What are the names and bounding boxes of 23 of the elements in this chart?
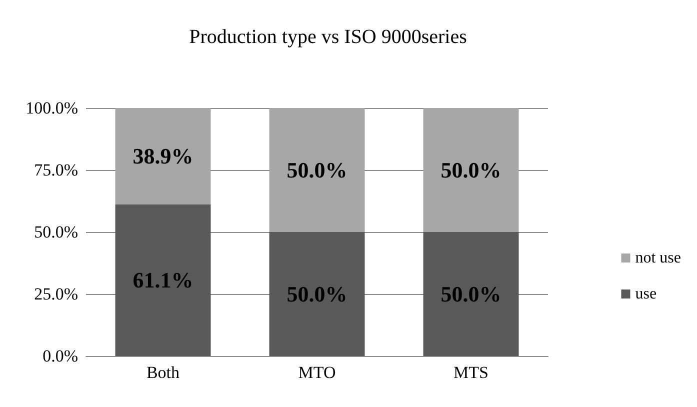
data-label: 50.0%	[286, 282, 348, 306]
data-label: 50.0%	[440, 158, 502, 182]
x-tick-label: Both	[146, 363, 180, 382]
y-tick-label: 75.0%	[34, 160, 78, 180]
legend-label: use	[635, 286, 657, 302]
data-label: 50.0%	[286, 158, 348, 182]
bar	[269, 108, 365, 232]
bar	[423, 108, 519, 232]
bar	[269, 232, 365, 356]
y-tick-label: 50.0%	[34, 222, 78, 242]
data-label: 50.0%	[440, 282, 502, 306]
x-tick-label: MTO	[298, 363, 336, 382]
bar	[423, 232, 519, 356]
data-label: 61.1%	[132, 268, 194, 293]
chart-title: Production type vs ISO 9000series	[189, 26, 468, 48]
y-tick-label: 100.0%	[26, 98, 78, 118]
bar	[115, 108, 211, 204]
data-label: 38.9%	[132, 144, 194, 169]
legend-label: not use	[635, 250, 682, 266]
x-tick-label: MTS	[454, 363, 488, 382]
bar	[115, 204, 211, 356]
y-tick-label: 0.0%	[42, 346, 78, 366]
y-tick-label: 25.0%	[34, 284, 78, 304]
